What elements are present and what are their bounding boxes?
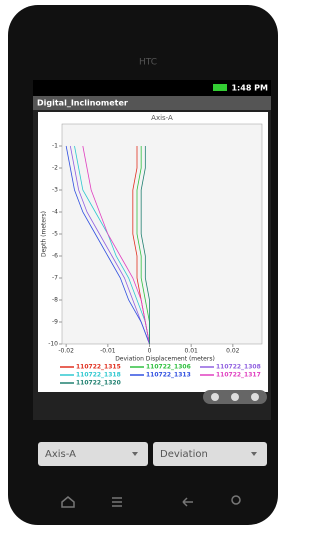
page: {"phone":{"brand":"HTC","time":"1:48 PM"… [0,0,283,529]
chart-title: Axis-A [151,114,173,122]
x-tick-label: 0.02 [226,348,240,355]
y-tick-label: -1 [52,143,58,150]
y-tick-label: -8 [52,297,58,304]
y-tick-label: -5 [52,231,58,238]
legend-label: 110722_1317 [216,372,261,379]
legend-label: 110722_1318 [76,372,121,379]
x-tick-label: 0 [148,348,152,355]
x-axis-title: Deviation Displacement (meters) [115,356,215,363]
brand: HTC [139,58,157,68]
x-tick-label: 0.01 [184,348,198,355]
zoom-controls [203,390,267,404]
zoom-in[interactable] [211,393,219,401]
legend-label: 110722_1315 [76,364,121,371]
y-tick-label: -7 [52,275,58,282]
mode-spinner-text: Deviation [160,449,208,460]
zoom-out[interactable] [231,393,239,401]
battery [213,84,227,91]
y-tick-label: -3 [52,187,58,194]
y-tick-label: -2 [52,165,58,172]
plot-area [62,124,262,344]
y-tick-label: -10 [48,341,58,348]
y-axis-title: Depth (meters) [41,211,48,257]
legend-label: 110722_1313 [146,372,191,379]
clock: 1:48 PM [231,84,268,93]
legend-label: 110722_1308 [216,364,261,371]
y-tick-label: -4 [52,209,58,216]
axis-spinner-text: Axis-A [45,449,76,460]
y-tick-label: -6 [52,253,58,260]
x-tick-label: -0.01 [100,348,116,355]
legend-label: 110722_1320 [76,380,121,387]
screenshot: HTC 1:48 PM Digital_Inclinometer Axis-A D… [0,0,283,529]
legend-label: 110722_1306 [146,364,191,371]
zoom-reset[interactable] [251,393,259,401]
x-tick-label: -0.02 [58,348,74,355]
y-tick-label: -9 [52,319,58,326]
app-title: Digital_Inclinometer [37,99,128,108]
